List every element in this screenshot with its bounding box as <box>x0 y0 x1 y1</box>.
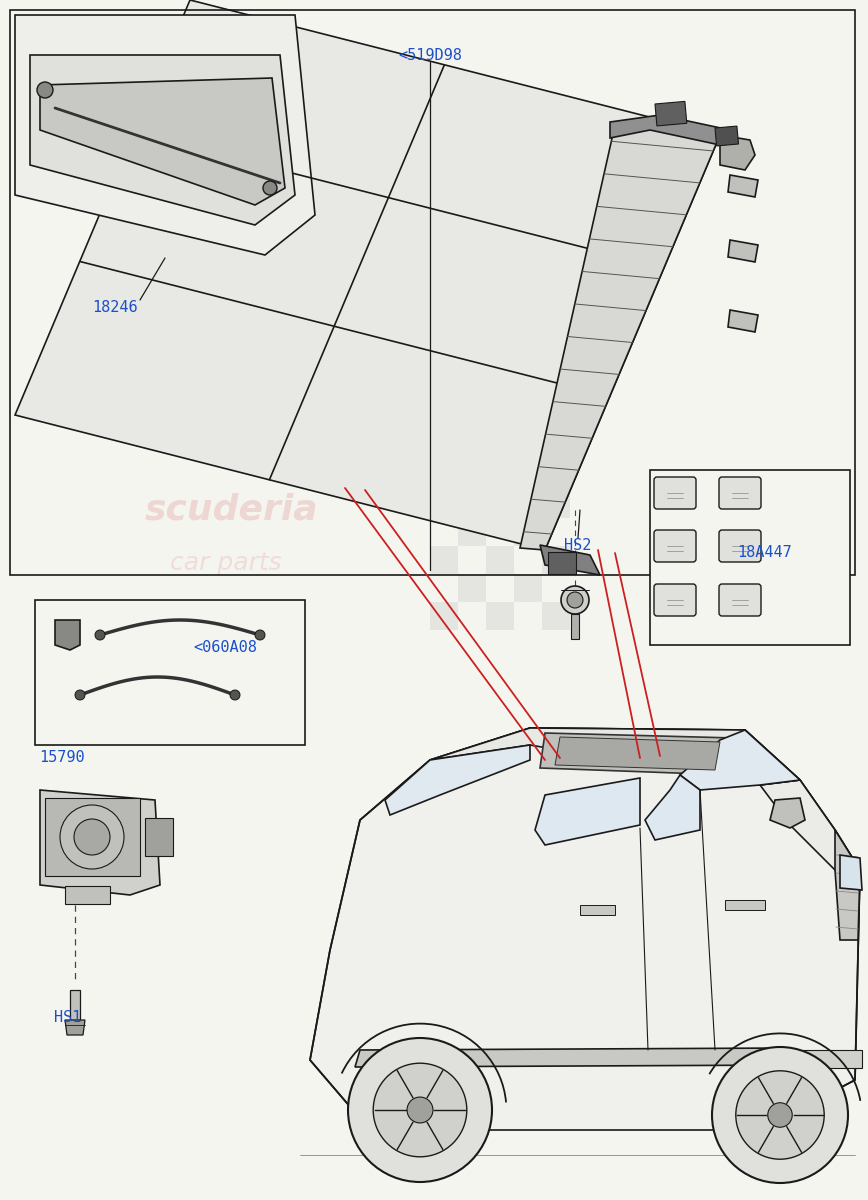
Polygon shape <box>430 728 800 785</box>
Polygon shape <box>555 737 720 770</box>
Polygon shape <box>835 830 860 940</box>
Bar <box>145 818 173 856</box>
Polygon shape <box>728 310 758 332</box>
Circle shape <box>373 1063 467 1157</box>
Bar <box>542 518 570 546</box>
Bar <box>725 900 765 910</box>
Polygon shape <box>355 1048 800 1067</box>
Bar <box>542 546 570 574</box>
Circle shape <box>768 1103 792 1127</box>
Polygon shape <box>760 780 860 875</box>
Bar <box>430 518 458 546</box>
Bar <box>458 546 486 574</box>
Bar <box>514 518 542 546</box>
Bar <box>514 490 542 518</box>
Bar <box>655 101 687 126</box>
Circle shape <box>37 82 53 98</box>
Bar <box>458 518 486 546</box>
Circle shape <box>263 181 277 194</box>
Bar <box>514 574 542 602</box>
Polygon shape <box>728 175 758 197</box>
FancyBboxPatch shape <box>719 476 761 509</box>
Bar <box>430 574 458 602</box>
Bar <box>70 990 80 1020</box>
FancyBboxPatch shape <box>654 476 696 509</box>
Polygon shape <box>15 14 315 254</box>
Circle shape <box>561 586 589 614</box>
Polygon shape <box>540 733 735 775</box>
Bar <box>548 552 576 574</box>
Text: car parts: car parts <box>170 551 281 575</box>
Bar <box>486 602 514 630</box>
Bar <box>514 602 542 630</box>
Text: 18246: 18246 <box>92 300 138 314</box>
Bar <box>458 490 486 518</box>
Polygon shape <box>310 728 860 1130</box>
Bar <box>430 490 458 518</box>
Polygon shape <box>385 745 530 815</box>
Bar <box>486 574 514 602</box>
Bar <box>430 602 458 630</box>
Polygon shape <box>610 115 730 145</box>
Circle shape <box>74 818 110 854</box>
Bar <box>650 470 850 646</box>
Polygon shape <box>770 798 805 828</box>
Circle shape <box>60 805 124 869</box>
Polygon shape <box>840 854 862 890</box>
Bar <box>65 886 110 904</box>
Bar <box>45 798 140 876</box>
FancyBboxPatch shape <box>654 530 696 562</box>
Polygon shape <box>55 620 80 650</box>
Bar <box>35 600 305 745</box>
Circle shape <box>567 592 583 608</box>
Bar <box>514 546 542 574</box>
Bar <box>580 905 615 914</box>
Bar <box>715 126 739 146</box>
Polygon shape <box>40 790 160 895</box>
Bar <box>486 518 514 546</box>
Circle shape <box>348 1038 492 1182</box>
Polygon shape <box>720 134 755 170</box>
Bar <box>800 1050 862 1068</box>
Bar <box>542 574 570 602</box>
Bar <box>430 546 458 574</box>
Text: HS2: HS2 <box>564 538 592 553</box>
Bar <box>571 614 579 638</box>
Text: HS1: HS1 <box>55 1010 82 1025</box>
FancyBboxPatch shape <box>719 530 761 562</box>
Polygon shape <box>65 1020 85 1034</box>
Polygon shape <box>40 78 285 205</box>
Polygon shape <box>680 730 800 790</box>
Circle shape <box>230 690 240 700</box>
Polygon shape <box>645 775 700 840</box>
Bar <box>542 602 570 630</box>
Bar <box>542 490 570 518</box>
Bar <box>458 574 486 602</box>
Bar <box>10 10 855 575</box>
Text: <060A08: <060A08 <box>193 640 257 655</box>
Text: 18A447: 18A447 <box>738 545 792 560</box>
Circle shape <box>95 630 105 640</box>
Bar <box>486 546 514 574</box>
Polygon shape <box>520 125 720 550</box>
Circle shape <box>407 1097 433 1123</box>
Polygon shape <box>15 0 720 550</box>
Polygon shape <box>535 778 640 845</box>
Bar <box>486 490 514 518</box>
Polygon shape <box>30 55 295 226</box>
Text: scuderia: scuderia <box>145 493 319 527</box>
Circle shape <box>255 630 265 640</box>
Circle shape <box>736 1070 825 1159</box>
FancyBboxPatch shape <box>654 584 696 616</box>
Circle shape <box>75 690 85 700</box>
Bar <box>458 602 486 630</box>
Text: 15790: 15790 <box>39 750 85 766</box>
Polygon shape <box>540 545 600 575</box>
Polygon shape <box>728 240 758 262</box>
Circle shape <box>712 1046 848 1183</box>
Text: <519D98: <519D98 <box>398 48 462 62</box>
FancyBboxPatch shape <box>719 584 761 616</box>
